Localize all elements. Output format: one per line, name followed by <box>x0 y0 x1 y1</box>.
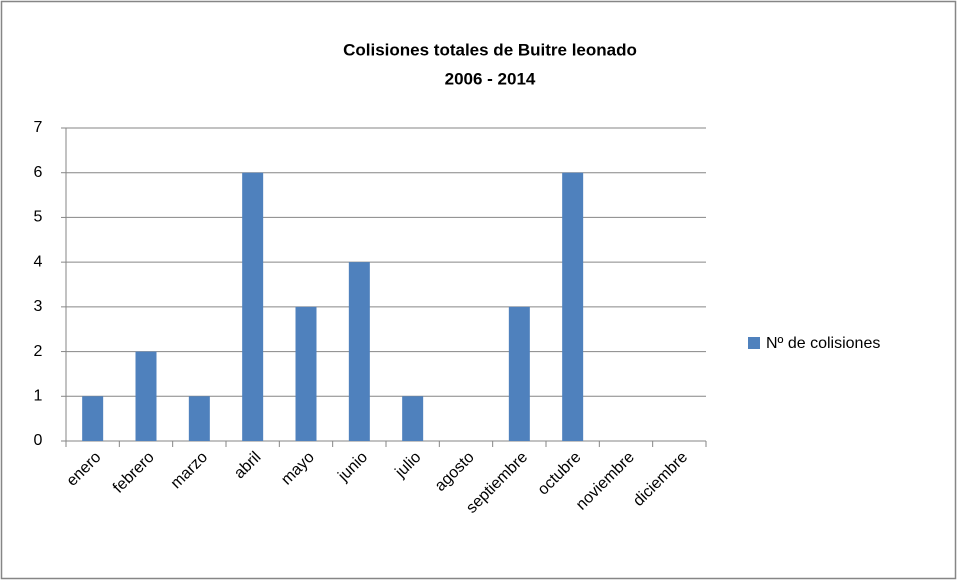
legend-swatch <box>748 337 760 349</box>
y-tick-label: 3 <box>34 298 43 315</box>
y-tick-label: 1 <box>34 388 43 405</box>
bar <box>402 396 424 441</box>
bar <box>562 172 584 441</box>
y-tick-label: 7 <box>34 119 43 136</box>
bar <box>348 262 370 441</box>
legend-label: Nº de colisiones <box>766 335 880 352</box>
bar <box>242 172 264 441</box>
bar <box>295 306 317 441</box>
bar <box>82 396 104 441</box>
chart-subtitle: 2006 - 2014 <box>445 69 536 88</box>
y-tick-label: 5 <box>34 209 43 226</box>
y-tick-label: 4 <box>34 253 43 270</box>
bar <box>188 396 210 441</box>
y-tick-label: 6 <box>34 164 43 181</box>
y-tick-label: 0 <box>34 432 43 449</box>
bar <box>508 306 530 441</box>
y-tick-label: 2 <box>34 343 43 360</box>
chart-title: Colisiones totales de Buitre leonado <box>343 40 637 59</box>
bar <box>135 351 157 441</box>
